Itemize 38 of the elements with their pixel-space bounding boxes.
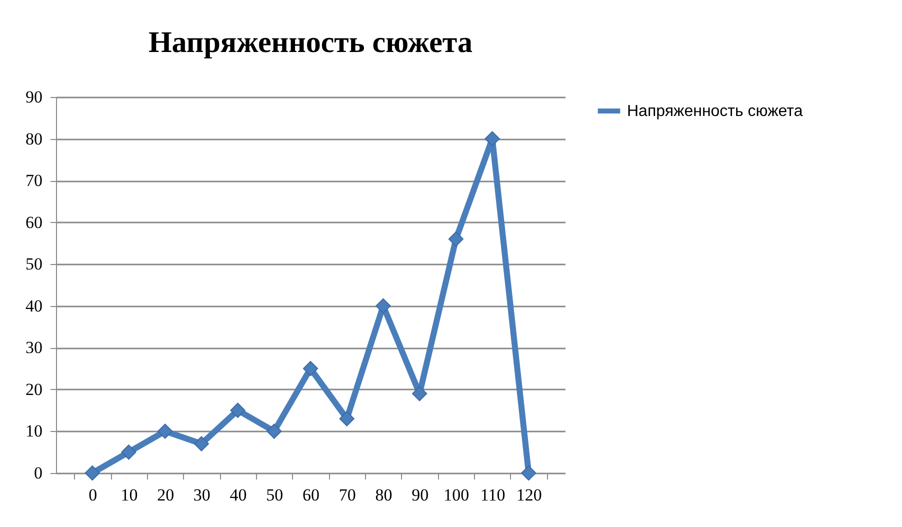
point bbox=[521, 465, 536, 481]
point bbox=[376, 298, 391, 314]
legend-label: Напряженность сюжета bbox=[627, 103, 803, 120]
x-tick-label: 0 bbox=[88, 486, 98, 504]
y-tick-label: 30 bbox=[26, 338, 42, 358]
point bbox=[448, 231, 464, 247]
x-tick-label: 120 bbox=[516, 486, 542, 504]
y-tick-label: 70 bbox=[26, 171, 42, 190]
point bbox=[84, 465, 100, 481]
point bbox=[230, 402, 246, 418]
point bbox=[158, 424, 173, 439]
x-tick-label: 100 bbox=[444, 486, 470, 504]
y-tick-label: 0 bbox=[34, 464, 42, 482]
point bbox=[412, 386, 428, 402]
y-tick-label: 80 bbox=[26, 129, 42, 148]
point bbox=[484, 131, 500, 146]
x-tick-label: 80 bbox=[375, 486, 392, 504]
chart-title: Напряженность сюжета bbox=[148, 26, 473, 59]
x-tick-label: 50 bbox=[266, 486, 284, 504]
y-tick-label: 90 bbox=[26, 88, 42, 106]
x-tick-label: 70 bbox=[338, 486, 356, 504]
x-tick-label: 110 bbox=[480, 486, 506, 504]
point bbox=[266, 424, 282, 439]
point bbox=[194, 436, 209, 452]
x-tick-label: 60 bbox=[302, 486, 320, 504]
y-tick-label: 50 bbox=[26, 254, 42, 274]
point bbox=[339, 411, 354, 426]
point bbox=[121, 444, 136, 460]
x-tick-label: 20 bbox=[157, 486, 174, 504]
y-tick-label: 20 bbox=[26, 380, 42, 399]
x-tick-label: 10 bbox=[120, 486, 138, 504]
y-tick-label: 60 bbox=[26, 212, 42, 232]
x-tick-label: 30 bbox=[193, 486, 210, 504]
y-tick-label: 40 bbox=[26, 296, 42, 316]
x-tick-label: 40 bbox=[230, 486, 247, 504]
x-tick-label: 90 bbox=[412, 486, 429, 504]
point bbox=[302, 360, 318, 376]
y-tick-label: 10 bbox=[26, 422, 42, 441]
